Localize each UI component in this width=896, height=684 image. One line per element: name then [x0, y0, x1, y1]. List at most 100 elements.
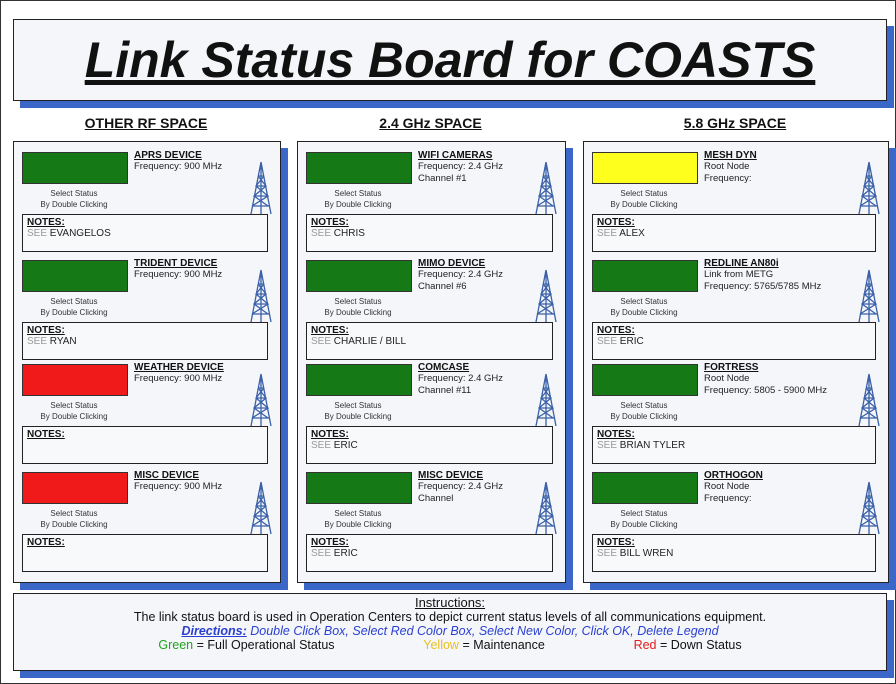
status-hint: Select Status: [334, 189, 382, 198]
notes-prefix: SEE: [597, 440, 618, 451]
device-name: TRIDENT DEVICE: [134, 258, 218, 269]
tower-icon: [250, 373, 272, 427]
notes-label: NOTES:: [27, 325, 65, 336]
title-box: Link Status Board for COASTS: [13, 19, 887, 101]
device-detail: Frequency: 5765/5785 MHz: [704, 281, 822, 292]
status-box[interactable]: [592, 364, 698, 396]
notes-box: NOTES: SEE ERIC: [592, 322, 876, 360]
notes-name: CHRIS: [333, 228, 365, 239]
legend-word: Red: [633, 638, 657, 652]
legend-meaning: = Full Operational Status: [196, 638, 335, 652]
notes-text: SEE ERIC: [311, 548, 548, 559]
device-detail: Channel: [418, 493, 454, 504]
tower-icon: [535, 481, 557, 535]
device-name: ORTHOGON: [704, 470, 763, 481]
status-hint: By Double Clicking: [40, 308, 108, 317]
notes-box: NOTES: SEE CHRIS: [306, 214, 553, 252]
device-info: WEATHER DEVICE Frequency: 900 MHz: [134, 362, 246, 385]
status-hint: Select Status: [334, 509, 382, 518]
device-detail: Frequency: 900 MHz: [134, 481, 223, 492]
status-hint: Select Status: [620, 509, 668, 518]
notes-text: SEE ERIC: [311, 440, 548, 451]
legend: Green = Full Operational Status Yellow = …: [14, 638, 886, 652]
notes-label: NOTES:: [597, 537, 635, 548]
status-hint: By Double Clicking: [610, 520, 678, 529]
status-hint: By Double Clicking: [610, 200, 678, 209]
title: Link Status Board for COASTS: [84, 32, 816, 88]
notes-text: SEE ERIC: [597, 336, 871, 347]
notes-label: NOTES:: [597, 217, 635, 228]
device-name: APRS DEVICE: [134, 150, 202, 161]
status-box[interactable]: [22, 152, 128, 184]
device-name: FORTRESS: [704, 362, 759, 373]
status-hint: Select Status: [334, 297, 382, 306]
notes-box: NOTES: SEE RYAN: [22, 322, 268, 360]
notes-label: NOTES:: [311, 217, 349, 228]
status-box[interactable]: [22, 472, 128, 504]
device-detail: Frequency: 2.4 GHz: [418, 161, 504, 172]
device-detail: Frequency: 2.4 GHz: [418, 269, 504, 280]
tower-icon: [535, 161, 557, 215]
device-name: COMCASE: [418, 362, 470, 373]
device-name: MESH DYN: [704, 150, 757, 161]
device-info: MESH DYN Root Node Frequency:: [704, 150, 854, 185]
status-box[interactable]: [306, 260, 412, 292]
notes-label: NOTES:: [27, 537, 65, 548]
notes-box: NOTES:: [22, 426, 268, 464]
device-detail: Frequency: 900 MHz: [134, 269, 223, 280]
notes-name: RYAN: [49, 336, 77, 347]
device-detail: Frequency: 900 MHz: [134, 373, 223, 384]
notes-text: SEE BRIAN TYLER: [597, 440, 871, 451]
status-hint: By Double Clicking: [324, 308, 392, 317]
notes-prefix: SEE: [27, 336, 48, 347]
directions-text: Double Click Box, Select Red Color Box, …: [250, 624, 719, 638]
tower-icon: [858, 269, 880, 323]
column-panel: Select Status By Double Clicking WIFI CAME…: [297, 141, 566, 583]
tower-icon: [858, 373, 880, 427]
status-hint: By Double Clicking: [610, 412, 678, 421]
device-detail: Frequency: 2.4 GHz: [418, 373, 504, 384]
status-box[interactable]: [306, 364, 412, 396]
notes-name: CHARLIE / BILL: [333, 336, 407, 347]
notes-prefix: SEE: [311, 228, 332, 239]
notes-text: SEE EVANGELOS: [27, 228, 263, 239]
notes-name: BRIAN TYLER: [619, 440, 686, 451]
status-hint: Select Status: [50, 401, 98, 410]
notes-prefix: SEE: [597, 548, 618, 559]
column-panel: Select Status By Double Clicking MESH DYN R…: [583, 141, 889, 583]
status-hint: By Double Clicking: [40, 520, 108, 529]
status-box[interactable]: [592, 472, 698, 504]
status-box[interactable]: [592, 152, 698, 184]
device-detail: Frequency: 5805 - 5900 MHz: [704, 385, 828, 396]
notes-label: NOTES:: [311, 325, 349, 336]
status-hint: Select Status: [50, 509, 98, 518]
status-hint: By Double Clicking: [324, 200, 392, 209]
device-detail: Channel #6: [418, 281, 467, 292]
notes-box: NOTES: SEE BILL WREN: [592, 534, 876, 572]
column-heading: OTHER RF SPACE: [84, 115, 208, 131]
notes-box: NOTES: SEE ALEX: [592, 214, 876, 252]
status-box[interactable]: [592, 260, 698, 292]
status-box[interactable]: [306, 152, 412, 184]
notes-prefix: SEE: [27, 228, 48, 239]
status-box[interactable]: [22, 364, 128, 396]
tower-icon: [250, 481, 272, 535]
notes-label: NOTES:: [311, 429, 349, 440]
status-hint: Select Status: [50, 297, 98, 306]
device-info: APRS DEVICE Frequency: 900 MHz: [134, 150, 246, 173]
notes-box: NOTES: SEE CHARLIE / BILL: [306, 322, 553, 360]
device-detail: Channel #1: [418, 173, 467, 184]
status-hint: By Double Clicking: [610, 308, 678, 317]
notes-prefix: SEE: [597, 336, 618, 347]
status-hint: By Double Clicking: [40, 412, 108, 421]
device-detail: Frequency: 2.4 GHz: [418, 481, 504, 492]
tower-icon: [535, 269, 557, 323]
status-box[interactable]: [306, 472, 412, 504]
status-box[interactable]: [22, 260, 128, 292]
notes-prefix: SEE: [311, 548, 332, 559]
device-detail: Frequency: 900 MHz: [134, 161, 223, 172]
device-detail: Frequency:: [704, 173, 752, 184]
notes-text: SEE BILL WREN: [597, 548, 871, 559]
status-hint: Select Status: [50, 189, 98, 198]
notes-box: NOTES:: [22, 534, 268, 572]
